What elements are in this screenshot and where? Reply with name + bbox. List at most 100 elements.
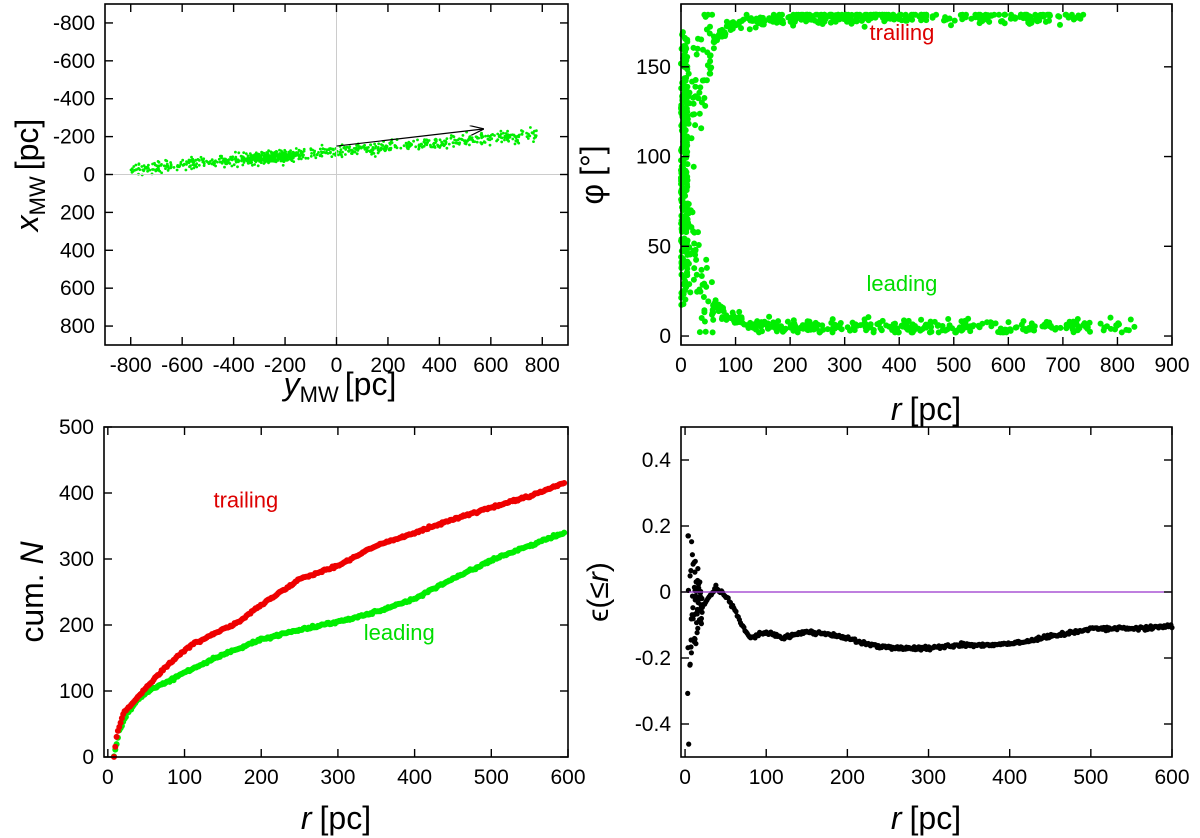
p2-point xyxy=(695,95,702,102)
p1-point xyxy=(368,150,372,154)
p1-point xyxy=(487,138,491,142)
p1-point xyxy=(274,160,278,164)
p1-point xyxy=(260,154,264,157)
p1-point xyxy=(275,153,279,156)
p3-y-axis-label: cum. N xyxy=(14,540,50,642)
p1-point xyxy=(344,153,347,156)
p2-y-tick-label: 150 xyxy=(636,56,671,79)
p2-point xyxy=(684,66,691,73)
p2-plot-frame xyxy=(680,3,1173,346)
p1-point xyxy=(312,153,316,157)
p1-point xyxy=(425,143,429,147)
p2-point xyxy=(682,44,689,50)
p2-point xyxy=(746,26,753,33)
p1-point xyxy=(306,156,310,160)
p2-point xyxy=(735,20,742,27)
p1-point xyxy=(181,164,185,167)
p1-point xyxy=(505,136,509,140)
p1-data-points xyxy=(129,126,538,177)
p1-point xyxy=(420,145,424,149)
p2-point xyxy=(853,11,860,18)
p1-point xyxy=(294,147,298,150)
p3-ylabel-main: cum. xyxy=(14,564,50,642)
p1-point xyxy=(490,137,494,141)
p2-point xyxy=(728,314,735,321)
p1-point xyxy=(493,134,496,137)
p1-point xyxy=(499,129,503,133)
p2-point xyxy=(1041,321,1048,328)
p1-point xyxy=(369,143,373,147)
p1-point xyxy=(470,136,474,140)
p2-point xyxy=(698,36,705,43)
p1-point xyxy=(130,167,134,171)
p2-point xyxy=(693,256,700,263)
p1-ylabel-unit: [pc] xyxy=(9,119,45,171)
p2-point xyxy=(752,24,759,31)
p3-data-points xyxy=(111,480,568,760)
p1-point xyxy=(282,153,286,156)
p2-point xyxy=(908,11,915,18)
p2-y-tick-label: 100 xyxy=(636,146,671,169)
p2-point xyxy=(710,316,717,323)
p1-point xyxy=(254,155,258,159)
p1-point xyxy=(188,165,191,169)
p1-point xyxy=(347,149,350,153)
p1-xlabel-sub: MW xyxy=(300,382,339,407)
p1-point xyxy=(236,158,240,162)
p1-point xyxy=(320,150,323,154)
p1-point xyxy=(227,161,230,165)
p4-point xyxy=(689,539,695,545)
p1-point xyxy=(451,141,455,145)
p2-point xyxy=(683,74,690,81)
p2-point xyxy=(824,326,831,333)
p1-point xyxy=(507,139,510,143)
p1-point xyxy=(270,156,274,160)
p4-point xyxy=(691,584,698,591)
p2-point xyxy=(1007,15,1014,22)
p1-point xyxy=(249,154,253,158)
p2-point xyxy=(896,11,903,18)
p1-point xyxy=(357,147,361,151)
p3-point-trailing xyxy=(112,743,119,750)
p2-point xyxy=(883,15,890,22)
p1-point xyxy=(452,145,455,148)
p2-point xyxy=(1062,11,1069,18)
p2-point xyxy=(962,322,969,329)
p1-point xyxy=(371,148,375,152)
p1-point xyxy=(185,163,188,166)
p1-point xyxy=(405,143,409,147)
p4-point xyxy=(692,611,698,618)
p1-point xyxy=(192,166,196,170)
p1-point xyxy=(384,144,388,148)
p1-point xyxy=(237,151,241,155)
p1-point xyxy=(140,165,144,168)
p1-point xyxy=(137,162,141,166)
p1-point xyxy=(141,168,145,172)
p1-point xyxy=(445,146,449,150)
p2-point xyxy=(797,325,804,332)
p1-point xyxy=(234,159,238,163)
p1-x-tick-label: 200 xyxy=(370,354,405,377)
p2-point xyxy=(703,26,710,33)
p2-point xyxy=(698,273,705,279)
p2-point xyxy=(690,163,697,170)
p1-y-tick-label: 0 xyxy=(83,164,95,187)
p1-point xyxy=(464,142,468,146)
p2-point xyxy=(698,125,705,132)
p2-point xyxy=(696,89,703,96)
p2-point xyxy=(682,167,689,174)
p4-data-points xyxy=(685,533,1175,747)
p2-point xyxy=(996,11,1002,18)
p1-point xyxy=(281,155,284,159)
p1-point xyxy=(132,165,136,168)
p2-x-tick-label: 400 xyxy=(882,354,917,377)
p3-y-tick-label: 200 xyxy=(59,614,94,637)
p1-point xyxy=(332,152,336,156)
p2-point xyxy=(710,45,717,52)
p2-point xyxy=(1001,20,1008,27)
p2-point xyxy=(1070,322,1077,329)
p1-point xyxy=(329,147,332,150)
p2-point xyxy=(684,251,691,258)
p4-ylabel-italic: r xyxy=(582,571,615,582)
